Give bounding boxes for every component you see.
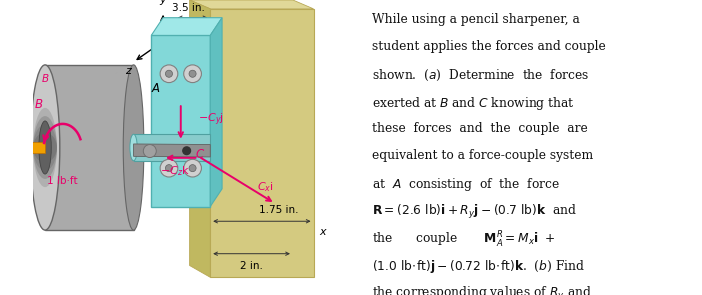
Text: $B$: $B$ — [41, 72, 49, 84]
Text: $C$: $C$ — [195, 148, 205, 161]
Ellipse shape — [33, 116, 57, 179]
Text: $-C_y$j: $-C_y$j — [199, 111, 225, 128]
Text: the      couple       $\mathbf{M}_A^R = M_x\mathbf{i}\ +$: the couple $\mathbf{M}_A^R = M_x\mathbf{… — [372, 230, 555, 250]
Circle shape — [160, 65, 178, 83]
Text: $(1.0\ \mathrm{lb}\!\cdot\!\mathrm{ft})\mathbf{j} - (0.72\ \mathrm{lb}\!\cdot\!\: $(1.0\ \mathrm{lb}\!\cdot\!\mathrm{ft})\… — [372, 258, 585, 275]
Ellipse shape — [30, 65, 60, 230]
Ellipse shape — [39, 121, 51, 174]
Text: 2 in.: 2 in. — [240, 261, 263, 271]
Text: 3.5 in.: 3.5 in. — [172, 3, 204, 13]
Text: $x$: $x$ — [204, 68, 213, 78]
Circle shape — [143, 145, 157, 158]
Circle shape — [184, 159, 201, 177]
Polygon shape — [18, 142, 30, 153]
Circle shape — [184, 65, 201, 83]
Text: $-C_z$k: $-C_z$k — [160, 164, 190, 178]
Ellipse shape — [33, 133, 57, 162]
Text: $x$: $x$ — [319, 227, 329, 237]
Text: $B$: $B$ — [34, 98, 44, 111]
Circle shape — [166, 165, 173, 172]
Circle shape — [189, 70, 196, 77]
Text: the corresponding values of $R_y$ and: the corresponding values of $R_y$ and — [372, 285, 592, 295]
Polygon shape — [133, 144, 211, 157]
Text: equivalent to a force-couple system: equivalent to a force-couple system — [372, 149, 593, 162]
Polygon shape — [30, 142, 45, 153]
Polygon shape — [190, 0, 314, 9]
Text: While using a pencil sharpener, a: While using a pencil sharpener, a — [372, 13, 580, 26]
Text: 1.75 in.: 1.75 in. — [259, 205, 299, 215]
Circle shape — [183, 147, 190, 155]
Polygon shape — [151, 18, 222, 35]
Ellipse shape — [33, 124, 57, 171]
Polygon shape — [211, 9, 314, 277]
Polygon shape — [45, 65, 133, 230]
Circle shape — [189, 165, 196, 172]
Polygon shape — [133, 134, 211, 161]
Circle shape — [166, 70, 173, 77]
Text: at  $A$  consisting  of  the  force: at $A$ consisting of the force — [372, 176, 559, 193]
Text: shown.  ($a$)  Determine  the  forces: shown. ($a$) Determine the forces — [372, 68, 589, 83]
Ellipse shape — [130, 134, 138, 161]
Text: $y$: $y$ — [159, 0, 168, 7]
Text: $A$: $A$ — [151, 82, 161, 95]
Text: $C_x$i: $C_x$i — [258, 181, 274, 194]
Ellipse shape — [33, 108, 57, 187]
Text: student applies the forces and couple: student applies the forces and couple — [372, 40, 606, 53]
Ellipse shape — [124, 65, 144, 230]
Text: 1 lb·ft: 1 lb·ft — [48, 176, 78, 186]
Text: $\mathbf{R} = (2.6\ \mathrm{lb})\mathbf{i} + R_y\mathbf{j} - (0.7\ \mathrm{lb})\: $\mathbf{R} = (2.6\ \mathrm{lb})\mathbf{… — [372, 203, 576, 221]
Polygon shape — [151, 35, 211, 206]
Text: these  forces  and  the  couple  are: these forces and the couple are — [372, 122, 588, 135]
Polygon shape — [190, 0, 211, 277]
Text: $z$: $z$ — [125, 66, 133, 76]
Circle shape — [160, 159, 178, 177]
Polygon shape — [211, 18, 222, 206]
Text: exerted at $B$ and $C$ knowing that: exerted at $B$ and $C$ knowing that — [372, 95, 574, 112]
